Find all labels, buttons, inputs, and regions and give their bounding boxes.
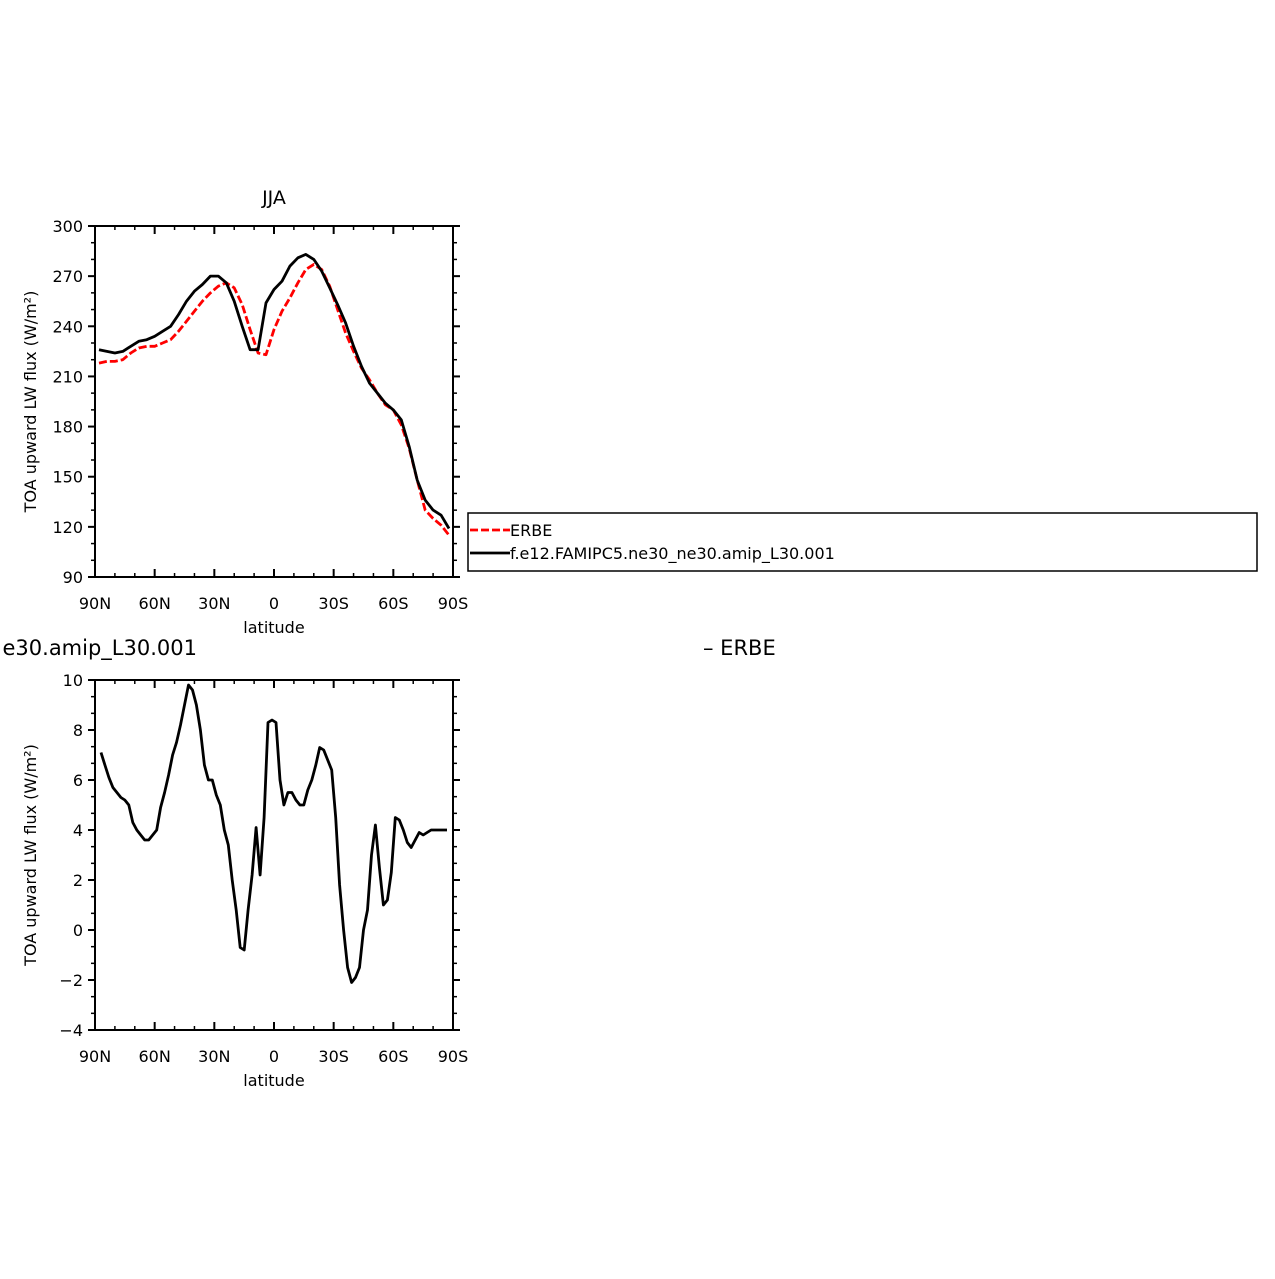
bottom-chart-title-left: e30.amip_L30.001 [3, 636, 198, 661]
top-plot-frame [94, 225, 454, 578]
bottom-ytick-label: −2 [59, 971, 83, 990]
top-xtick-label: 30N [198, 594, 230, 613]
bottom-ytick-label: 6 [73, 771, 83, 790]
bottom-ytick-label: 2 [73, 871, 83, 890]
top-ytick-label: 210 [52, 367, 83, 386]
bottom-x-axis-label: latitude [243, 1071, 304, 1090]
top-xtick-label: 90N [79, 594, 111, 613]
bottom-y-axis-label: TOA upward LW flux (W/m²) [21, 744, 40, 967]
bottom-chart: 90N 60N 30N 0 30S 60S 90S −4 −2 0 2 4 6 8 10 latitude TO… [3, 636, 776, 1090]
top-ytick-label: 120 [52, 518, 83, 537]
top-ytick-label: 270 [52, 267, 83, 286]
bottom-chart-title-right: – ERBE [703, 636, 776, 660]
top-xtick-label: 60S [378, 594, 409, 613]
top-x-axis-label: latitude [243, 618, 304, 637]
bottom-plot-frame [94, 679, 454, 1031]
top-ytick-label: 240 [52, 317, 83, 336]
top-xtick-label: 90S [438, 594, 469, 613]
top-series-line-1 [98, 263, 451, 537]
bottom-ytick-label: 4 [73, 821, 83, 840]
bottom-xtick-label: 30N [198, 1047, 230, 1066]
legend-box [467, 512, 1258, 572]
top-xtick-label: 60N [139, 594, 171, 613]
top-series-line-2 [98, 253, 451, 530]
top-ytick-label: 180 [52, 418, 83, 437]
top-xtick-label: 0 [269, 594, 279, 613]
bottom-xtick-label: 0 [269, 1047, 279, 1066]
legend-label-1: ERBE [510, 521, 552, 540]
bottom-ytick-label: 10 [63, 671, 83, 690]
bottom-series-line-1 [99, 683, 447, 984]
bottom-xtick-label: 60N [139, 1047, 171, 1066]
legend-label-2: f.e12.FAMIPC5.ne30_ne30.amip_L30.001 [510, 544, 835, 564]
bottom-ytick-label: 8 [73, 721, 83, 740]
top-chart-legend: ERBE f.e12.FAMIPC5.ne30_ne30.amip_L30.001 [467, 512, 1258, 572]
top-ytick-label: 300 [52, 217, 83, 236]
top-chart: 90N 60N 30N 0 30S 60S 90S 90 120 150 180 210 240 270 3… [21, 187, 1258, 637]
top-y-axis-label: TOA upward LW flux (W/m²) [21, 291, 40, 514]
bottom-xtick-label: 90S [438, 1047, 469, 1066]
bottom-ytick-label: 0 [73, 921, 83, 940]
bottom-xtick-label: 60S [378, 1047, 409, 1066]
bottom-ytick-label: −4 [59, 1021, 83, 1040]
top-ytick-label: 90 [63, 568, 83, 587]
top-ytick-label: 150 [52, 468, 83, 487]
top-xtick-label: 30S [318, 594, 349, 613]
bottom-xtick-label: 90N [79, 1047, 111, 1066]
bottom-xtick-label: 30S [318, 1047, 349, 1066]
top-chart-title: JJA [261, 187, 286, 209]
